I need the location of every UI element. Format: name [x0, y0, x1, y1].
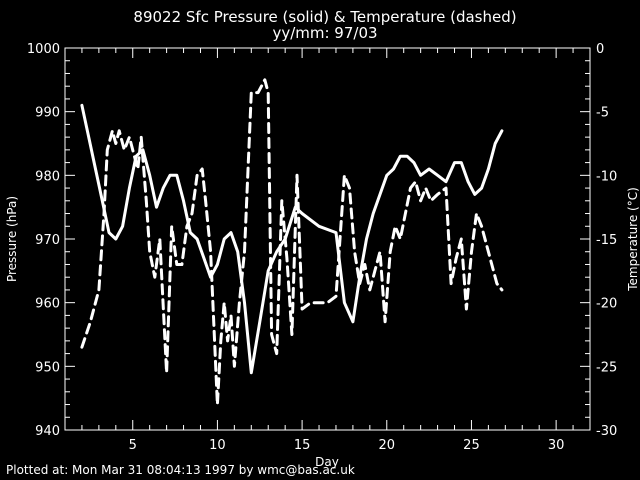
y-right-tick-label: -15: [596, 233, 617, 248]
x-tick-label: 20: [379, 438, 396, 453]
y-left-tick-label: 960: [35, 297, 60, 312]
y-left-tick-label: 940: [35, 424, 60, 439]
x-tick-label: 25: [463, 438, 480, 453]
y-right-tick-label: -25: [596, 360, 617, 375]
plot-footer: Plotted at: Mon Mar 31 08:04:13 1997 by …: [6, 463, 355, 477]
y-left-tick-label: 990: [35, 106, 60, 121]
y-right-tick-label: 0: [596, 42, 604, 57]
chart-subtitle: yy/mm: 97/03: [272, 24, 377, 42]
y-left-tick-label: 950: [35, 360, 60, 375]
y-left-tick-label: 980: [35, 169, 60, 184]
x-tick-label: 30: [548, 438, 565, 453]
y-left-tick-label: 970: [35, 233, 60, 248]
y-axis-right-label: Temperature (°C): [626, 187, 640, 292]
y-right-tick-label: -20: [596, 297, 617, 312]
y-right-tick-label: -10: [596, 169, 617, 184]
y-axis-left-label: Pressure (hPa): [5, 196, 19, 282]
x-tick-label: 15: [294, 438, 311, 453]
y-right-tick-label: -30: [596, 424, 617, 439]
y-right-tick-label: -5: [596, 106, 609, 121]
x-tick-label: 5: [129, 438, 137, 453]
x-tick-label: 10: [209, 438, 226, 453]
y-left-tick-label: 1000: [27, 42, 60, 57]
